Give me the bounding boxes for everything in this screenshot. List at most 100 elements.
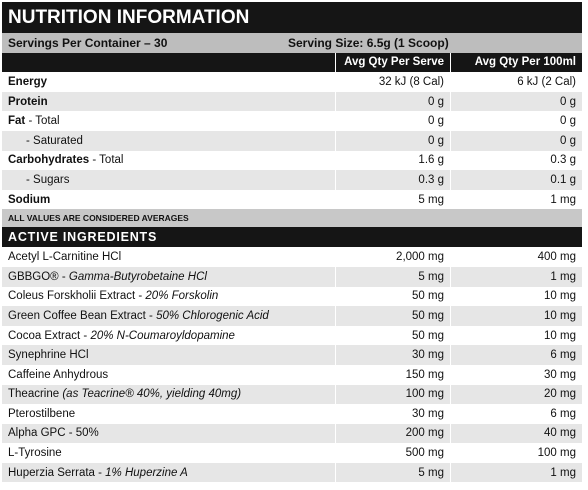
row-label: - Sugars: [2, 170, 335, 190]
table-row: Green Coffee Bean Extract - 50% Chloroge…: [2, 306, 582, 326]
row-label: Energy: [2, 72, 335, 92]
value-cell: 50 mg: [335, 286, 450, 307]
value-cell: 10 mg: [450, 286, 582, 307]
value-cell: 400 mg: [450, 247, 582, 267]
row-label: Caffeine Anhydrous: [2, 365, 335, 385]
value-cell: 0.1 g: [450, 170, 582, 190]
value-cell: 32 kJ (8 Cal): [335, 72, 450, 92]
value-cell: 10 mg: [450, 306, 582, 326]
value-cell: 40 mg: [450, 423, 582, 444]
table-row: Energy 32 kJ (8 Cal) 6 kJ (2 Cal): [2, 72, 582, 92]
table-row: GBBGO® - Gamma-Butyrobetaine HCl 5 mg 1 mg: [2, 266, 582, 287]
row-label: Coleus Forskholii Extract - 20% Forskoli…: [2, 287, 335, 307]
serving-row: Servings Per Container – 30 Serving Size…: [2, 33, 582, 53]
ingredient-name: GBBGO® -: [8, 270, 69, 283]
row-label: Synephrine HCl: [2, 345, 335, 365]
nutrient-name: Carbohydrates: [8, 154, 90, 167]
ingredient-detail: 20% N-Coumaroyldopamine: [90, 329, 235, 342]
ingredient-name: L-Tyrosine: [8, 447, 62, 460]
column-label: Avg Qty Per 100ml: [450, 52, 582, 73]
nutrient-sub: - Total: [89, 154, 124, 167]
value-cell: 100 mg: [335, 384, 450, 405]
nutrition-table: NUTRITION INFORMATION Servings Per Conta…: [2, 2, 582, 483]
value-cell: 30 mg: [450, 364, 582, 385]
active-title: ACTIVE INGREDIENTS: [8, 230, 158, 245]
note-text: ALL VALUES ARE CONSIDERED AVERAGES: [8, 213, 189, 224]
table-row: Coleus Forskholii Extract - 20% Forskoli…: [2, 286, 582, 307]
nutrient-sub: - Sugars: [26, 173, 70, 186]
table-row: Carbohydrates - Total 1.6 g 0.3 g: [2, 150, 582, 171]
table-row: Alpha GPC - 50% 200 mg 40 mg: [2, 423, 582, 444]
ingredient-name: Synephrine HCl: [8, 349, 89, 362]
nutrient-name: Energy: [8, 75, 47, 88]
ingredient-detail: Gamma-Butyrobetaine HCl: [68, 270, 207, 283]
value-cell: 0 g: [335, 91, 450, 112]
ingredient-name: Theacrine: [8, 388, 63, 401]
value-cell: 0 g: [335, 111, 450, 131]
table-row: - Sugars 0.3 g 0.1 g: [2, 170, 582, 190]
row-label: Huperzia Serrata - 1% Huperzine A: [2, 463, 335, 483]
row-label: Pterostilbene: [2, 404, 335, 424]
value-cell: 200 mg: [335, 423, 450, 444]
row-label: L-Tyrosine: [2, 443, 335, 463]
value-cell: 0.3 g: [450, 150, 582, 171]
value-cell: 1.6 g: [335, 150, 450, 171]
row-label: Green Coffee Bean Extract - 50% Chloroge…: [2, 306, 335, 326]
value-cell: 50 mg: [335, 306, 450, 326]
value-cell: 50 mg: [335, 325, 450, 346]
value-cell: 1 mg: [450, 462, 582, 483]
value-cell: 6 mg: [450, 345, 582, 365]
ingredient-detail: (as Teacrine® 40%, yielding 40mg): [62, 388, 242, 401]
ingredient-name: Acetyl L-Carnitine HCl: [8, 251, 122, 264]
nutrient-sub: - Saturated: [26, 134, 83, 147]
value-cell: 5 mg: [335, 189, 450, 210]
ingredient-detail: 50% Chlorogenic Acid: [156, 309, 269, 322]
value-cell: 500 mg: [335, 443, 450, 463]
row-label: Carbohydrates - Total: [2, 151, 335, 171]
nutrient-name: Sodium: [8, 193, 51, 206]
column-header: Avg Qty Per Serve Avg Qty Per 100ml: [2, 52, 582, 73]
nutrient-name: Protein: [8, 95, 48, 108]
nutrient-sub: - Total: [25, 115, 60, 128]
value-cell: 30 mg: [335, 345, 450, 365]
row-label: Alpha GPC - 50%: [2, 424, 335, 444]
row-label: Acetyl L-Carnitine HCl: [2, 247, 335, 267]
value-cell: 0.3 g: [335, 170, 450, 190]
value-cell: 2,000 mg: [335, 247, 450, 267]
value-cell: 150 mg: [335, 364, 450, 385]
column-label: Avg Qty Per Serve: [335, 52, 450, 73]
table-row: Sodium 5 mg 1 mg: [2, 189, 582, 210]
table-row: Theacrine (as Teacrine® 40%, yielding 40…: [2, 384, 582, 405]
ingredient-name: Caffeine Anhydrous: [8, 368, 109, 381]
value-cell: 30 mg: [335, 404, 450, 424]
ingredient-name: Huperzia Serrata -: [8, 466, 106, 479]
table-row: Cocoa Extract - 20% N-Coumaroyldopamine 5…: [2, 325, 582, 346]
value-cell: 6 mg: [450, 404, 582, 424]
ingredient-name: Pterostilbene: [8, 407, 76, 420]
value-cell: 0 g: [450, 111, 582, 131]
ingredient-name: Green Coffee Bean Extract -: [8, 309, 157, 322]
table-row: Pterostilbene 30 mg 6 mg: [2, 404, 582, 424]
row-label: Sodium: [2, 190, 335, 210]
servings: Servings Per Container – 30: [8, 35, 168, 50]
value-cell: 0 g: [450, 91, 582, 112]
nutrient-name: Fat: [8, 115, 26, 128]
ingredient-name: Cocoa Extract -: [8, 329, 91, 342]
value-cell: 1 mg: [450, 266, 582, 287]
row-label: GBBGO® - Gamma-Butyrobetaine HCl: [2, 267, 335, 287]
value-cell: 100 mg: [450, 443, 582, 463]
row-label: Fat - Total: [2, 111, 335, 131]
ingredient-name: Alpha GPC - 50%: [8, 427, 99, 440]
value-cell: 1 mg: [450, 189, 582, 210]
title: NUTRITION INFORMATION: [2, 2, 582, 33]
value-cell: 20 mg: [450, 384, 582, 405]
table-row: Synephrine HCl 30 mg 6 mg: [2, 345, 582, 365]
table-row: Acetyl L-Carnitine HCl 2,000 mg 400 mg: [2, 247, 582, 267]
value-cell: 5 mg: [335, 266, 450, 287]
note: ALL VALUES ARE CONSIDERED AVERAGES: [2, 209, 582, 228]
table-row: Caffeine Anhydrous 150 mg 30 mg: [2, 364, 582, 385]
